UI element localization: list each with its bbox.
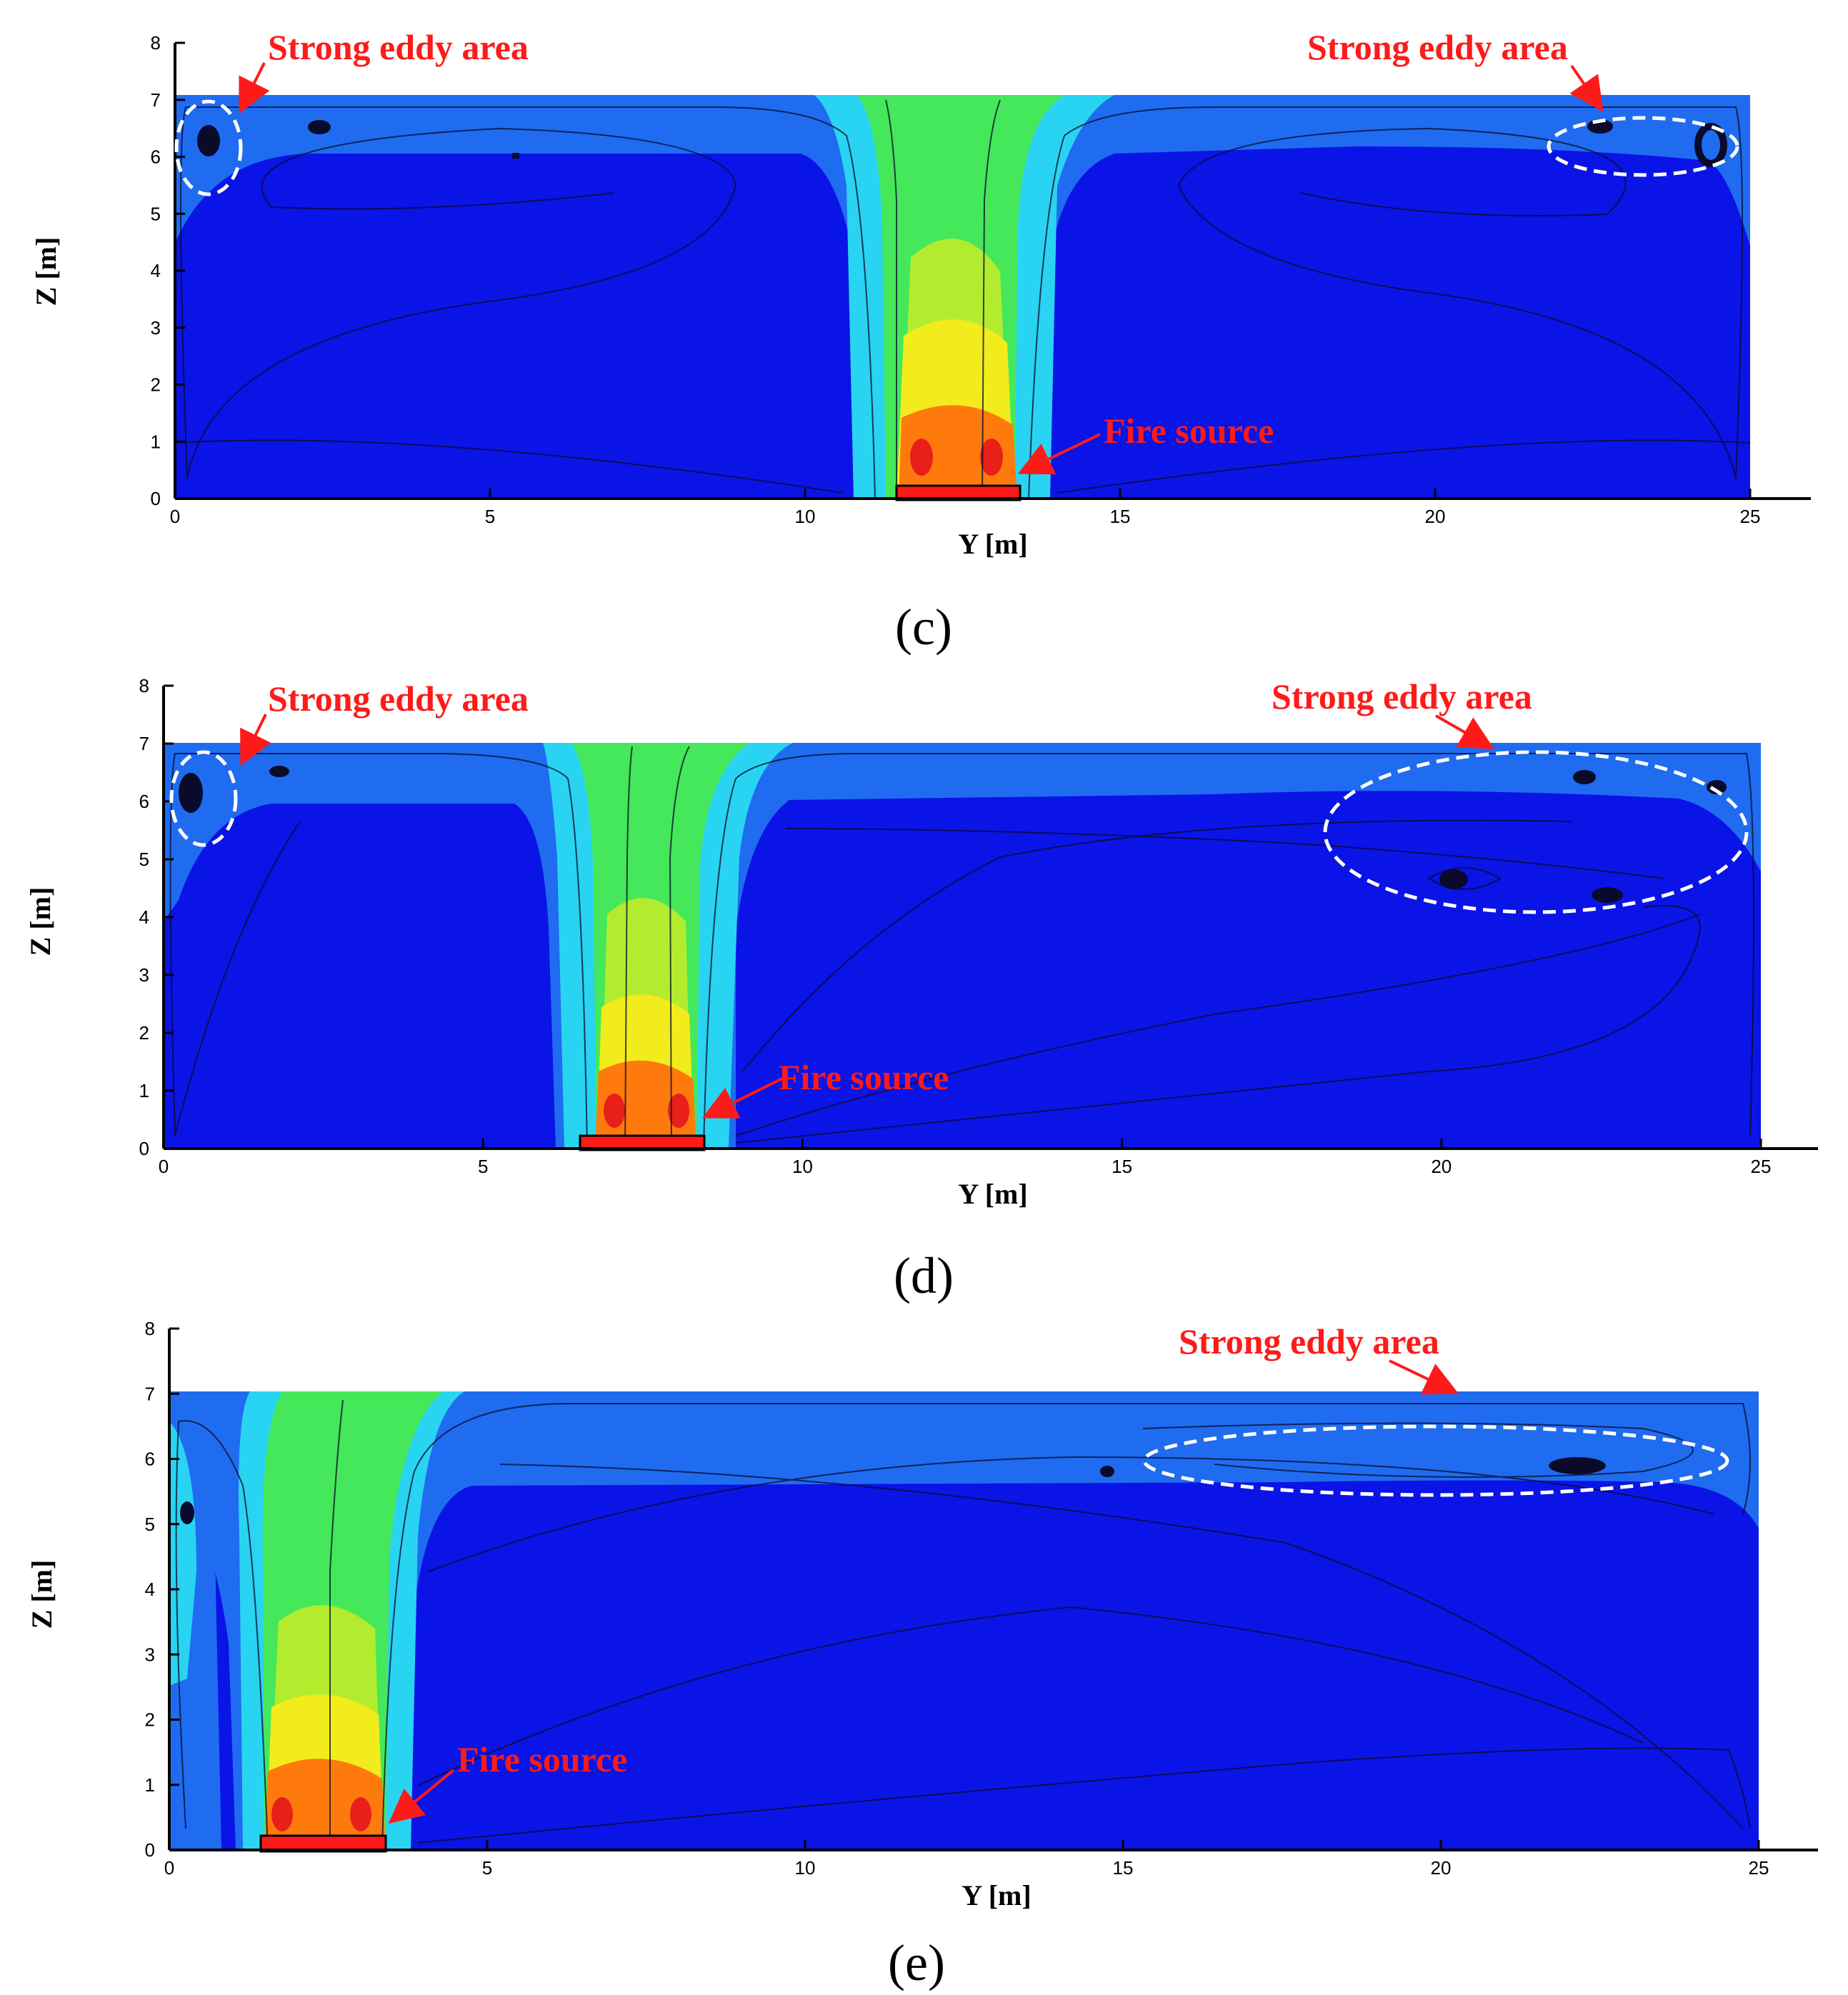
panel-e-contour	[169, 1391, 1759, 1853]
panel-c-eddy-label-left: Strong eddy area	[268, 27, 529, 67]
x-tick-label: 20	[1425, 506, 1446, 527]
panel-e: 0 5 10 15 20 25 0 1 2 3 4 5 6 7 8 Y [m] Z [m] Strong e…	[26, 1318, 1818, 1991]
y-tick-label: 3	[151, 317, 161, 339]
panel-d-y-axis-label: Z [m]	[24, 887, 56, 956]
x-tick-label: 10	[792, 1156, 813, 1177]
y-tick-label: 6	[151, 146, 161, 168]
y-tick-label: 7	[139, 733, 149, 754]
panel-e-fire-source-label: Fire source	[457, 1739, 627, 1779]
x-tick-label: 0	[159, 1156, 169, 1177]
panel-c-contour	[174, 95, 1751, 501]
panel-e-eddy-label: Strong eddy area	[1179, 1321, 1439, 1361]
x-tick-label: 15	[1112, 1156, 1132, 1177]
y-tick-label: 8	[145, 1318, 155, 1339]
panel-c-eddy-label-right: Strong eddy area	[1307, 27, 1568, 67]
x-tick-label: 15	[1113, 1857, 1134, 1879]
x-tick-label: 20	[1431, 1857, 1452, 1879]
y-tick-label: 1	[139, 1080, 149, 1101]
y-tick-label: 1	[145, 1774, 155, 1796]
x-tick-label: 15	[1110, 506, 1131, 527]
y-tick-label: 5	[151, 203, 161, 224]
y-tick-label: 7	[151, 89, 161, 111]
panel-e-annotations: Strong eddy area Fire source	[388, 1321, 1729, 1824]
panel-d-fire-source-label: Fire source	[779, 1057, 949, 1097]
y-tick-label: 0	[139, 1138, 149, 1159]
panel-c-fire-source-label: Fire source	[1104, 411, 1274, 451]
x-tick-label: 5	[478, 1156, 488, 1177]
panel-d-x-axis-label: Y [m]	[958, 1178, 1027, 1210]
x-tick-label: 10	[795, 1857, 816, 1879]
y-tick-label: 6	[139, 791, 149, 812]
panel-c-y-axis-label: Z [m]	[30, 237, 62, 306]
y-tick-label: 3	[145, 1644, 155, 1665]
x-tick-label: 5	[485, 506, 495, 527]
y-tick-label: 4	[139, 906, 149, 928]
y-tick-label: 3	[139, 964, 149, 986]
x-tick-label: 0	[170, 506, 180, 527]
panel-d-caption: (d)	[894, 1247, 954, 1304]
panel-c-x-axis-label: Y [m]	[958, 528, 1027, 560]
y-tick-label: 5	[139, 849, 149, 870]
y-tick-label: 8	[151, 32, 161, 54]
x-tick-label: 25	[1749, 1857, 1769, 1879]
y-tick-label: 4	[145, 1579, 155, 1600]
panel-c-annotations: Strong eddy area Strong eddy area Fire s…	[174, 27, 1739, 475]
panel-e-x-axis-label: Y [m]	[962, 1879, 1031, 1911]
y-tick-label: 7	[145, 1383, 155, 1404]
y-tick-label: 4	[151, 260, 161, 281]
x-tick-label: 20	[1431, 1156, 1452, 1177]
panel-d: 0 5 10 15 20 25 0 1 2 3 4 5 6 7 8 Y [m] Z [m] Strong e…	[24, 675, 1818, 1304]
panel-c-ticks: 0 5 10 15 20 25 0 1 2 3 4 5 6 7 8	[151, 32, 1761, 527]
x-tick-label: 0	[164, 1857, 174, 1879]
panel-d-eddy-label-left: Strong eddy area	[268, 679, 529, 719]
y-tick-label: 2	[145, 1709, 155, 1731]
y-tick-label: 5	[145, 1514, 155, 1535]
x-tick-label: 25	[1751, 1156, 1772, 1177]
y-tick-label: 6	[145, 1449, 155, 1470]
y-tick-label: 0	[145, 1839, 155, 1861]
x-tick-label: 5	[482, 1857, 492, 1879]
panel-d-annotations: Strong eddy area Strong eddy area Fire s…	[169, 676, 1749, 1119]
panel-d-eddy-label-right: Strong eddy area	[1272, 676, 1532, 716]
y-tick-label: 0	[151, 488, 161, 509]
panel-e-caption: (e)	[888, 1934, 945, 1991]
y-tick-label: 8	[139, 675, 149, 696]
panel-c: 0 5 10 15 20 25 0 1 2 3 4 5 6 7 8 Y [m] Z [m] Strong e…	[30, 27, 1811, 656]
panel-e-y-axis-label: Z [m]	[26, 1560, 58, 1629]
y-tick-label: 2	[151, 374, 161, 396]
y-tick-label: 1	[151, 431, 161, 452]
y-tick-label: 2	[139, 1022, 149, 1044]
x-tick-label: 25	[1740, 506, 1761, 527]
panel-d-ticks: 0 5 10 15 20 25 0 1 2 3 4 5 6 7 8	[139, 675, 1772, 1177]
panel-d-contour	[164, 743, 1761, 1151]
panel-e-ticks: 0 5 10 15 20 25 0 1 2 3 4 5 6 7 8	[145, 1318, 1769, 1879]
panel-c-caption: (c)	[895, 599, 952, 656]
x-tick-label: 10	[795, 506, 816, 527]
